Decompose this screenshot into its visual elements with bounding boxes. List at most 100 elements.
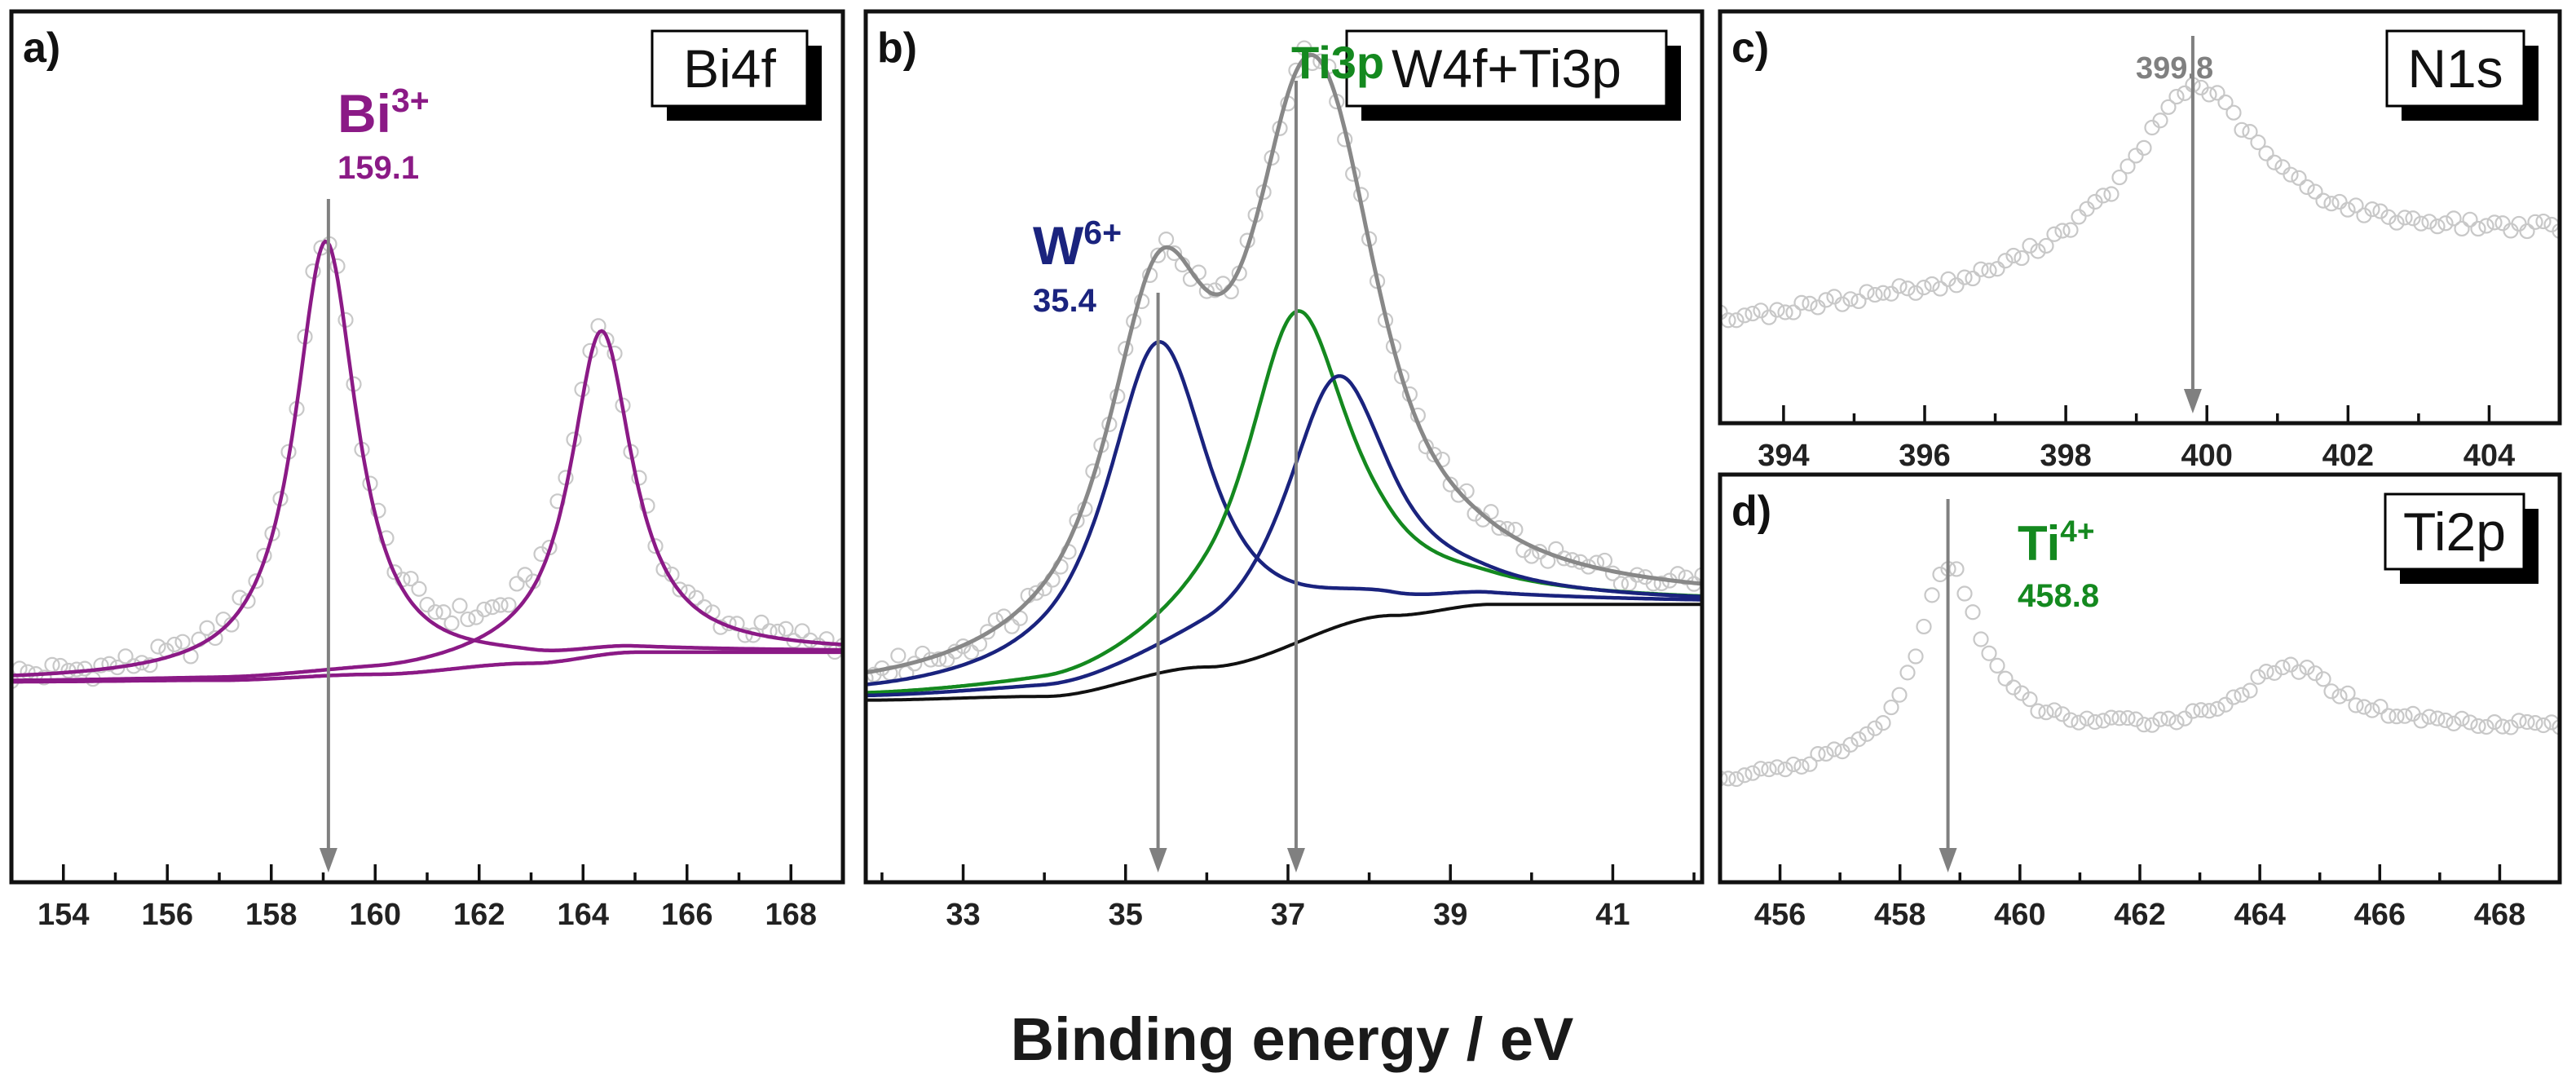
data-point — [1826, 741, 1842, 757]
data-point — [2405, 210, 2421, 227]
data-point — [2046, 702, 2062, 718]
data-point — [2168, 88, 2185, 105]
marker-arrow-head — [1149, 848, 1167, 872]
tick-label: 166 — [661, 898, 712, 932]
data-point — [2307, 665, 2323, 682]
data-point — [672, 581, 688, 598]
data-point — [2462, 211, 2478, 227]
data-point — [2103, 186, 2119, 202]
data-points-d — [1720, 561, 2560, 788]
data-point — [1973, 631, 1989, 647]
data-point — [2340, 201, 2356, 218]
data-point — [2095, 188, 2111, 204]
data-point — [2119, 709, 2136, 726]
data-point — [1442, 476, 1458, 492]
data-point — [1956, 269, 1973, 285]
tick-label: 37 — [1271, 898, 1305, 932]
data-point — [2462, 714, 2478, 731]
data-point — [2380, 209, 2397, 225]
data-point — [1916, 618, 1932, 635]
data-point — [1728, 771, 1745, 788]
data-point — [737, 627, 753, 643]
tick-label: 156 — [142, 898, 193, 932]
data-point — [1003, 618, 1020, 634]
tick-label: 400 — [2181, 439, 2233, 473]
data-point — [2291, 664, 2307, 680]
data-point — [1908, 648, 1924, 665]
data-point — [963, 644, 980, 660]
tick-label: 35 — [1109, 898, 1143, 932]
tick-label: 462 — [2114, 898, 2165, 932]
data-point — [2193, 702, 2209, 718]
data-point — [1989, 657, 2005, 674]
data-point — [174, 634, 191, 650]
data-point — [2527, 214, 2543, 230]
data-point — [2421, 214, 2437, 230]
data-point — [1793, 294, 1810, 311]
peak-label: Bi3+ — [337, 82, 430, 144]
marker-arrow-head — [2183, 389, 2202, 413]
data-point — [818, 631, 835, 647]
data-point — [2323, 196, 2340, 212]
data-point — [2242, 124, 2258, 140]
data-point — [778, 620, 794, 637]
data-point — [2250, 669, 2266, 685]
tick-label: 33 — [946, 898, 980, 932]
panel-title-d: Ti2p — [2403, 501, 2506, 562]
tick-label: 160 — [350, 898, 401, 932]
data-point — [2372, 699, 2389, 715]
background-fit-line-a — [11, 650, 843, 684]
data-point — [2413, 215, 2429, 232]
data-point — [1785, 756, 1802, 773]
data-point — [166, 636, 183, 653]
data-point — [1694, 567, 1702, 583]
data-point — [1777, 762, 1793, 778]
data-point — [2470, 718, 2486, 735]
data-point — [2022, 691, 2038, 708]
data-point — [1450, 487, 1467, 503]
data-point — [2331, 193, 2348, 210]
title-box — [651, 29, 809, 108]
data-point — [2128, 711, 2144, 727]
data-point — [2062, 712, 2079, 728]
data-point — [484, 598, 501, 616]
fit-peak-b-3 — [866, 373, 1702, 698]
data-point — [1834, 296, 1850, 312]
data-point — [2266, 154, 2283, 170]
data-point — [378, 530, 395, 546]
data-point — [1769, 759, 1785, 775]
data-point — [2372, 203, 2389, 219]
data-point — [2152, 113, 2168, 129]
data-point — [443, 615, 460, 631]
plot-area-d — [1720, 561, 2560, 788]
data-point — [1818, 292, 1834, 308]
data-point — [1745, 765, 1761, 781]
data-point — [2201, 703, 2217, 719]
marker-arrow-head — [1286, 848, 1305, 872]
data-point — [2038, 704, 2054, 721]
data-point — [1891, 687, 1908, 703]
x-axis-label: Binding energy / eV — [1011, 1005, 1574, 1073]
data-point — [1908, 285, 1924, 301]
data-point — [2160, 710, 2177, 726]
data-point — [1891, 278, 1908, 294]
data-point — [1875, 285, 1891, 301]
data-point — [2111, 169, 2128, 186]
data-point — [2535, 717, 2552, 734]
data-point — [2397, 708, 2413, 724]
data-point — [2201, 86, 2217, 103]
data-point — [1850, 293, 1867, 310]
data-point — [1899, 280, 1916, 297]
tick-label: 396 — [1899, 439, 1950, 473]
data-point — [1973, 261, 1989, 277]
data-point — [1728, 312, 1745, 329]
data-point — [2331, 688, 2348, 704]
data-point — [1745, 305, 1761, 322]
data-point — [2185, 703, 2201, 719]
data-point — [2062, 222, 2079, 238]
tick-label: 164 — [558, 898, 609, 932]
data-point — [1965, 604, 1981, 620]
data-point — [2348, 697, 2364, 713]
data-point — [1720, 770, 1728, 787]
